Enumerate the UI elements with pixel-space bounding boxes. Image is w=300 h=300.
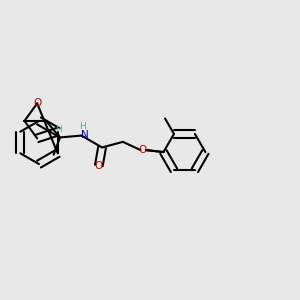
Text: H: H: [79, 122, 86, 131]
Text: H: H: [55, 125, 62, 134]
Text: O: O: [33, 98, 41, 108]
Text: O: O: [95, 160, 103, 170]
Text: N: N: [81, 130, 89, 140]
Text: O: O: [138, 145, 146, 155]
